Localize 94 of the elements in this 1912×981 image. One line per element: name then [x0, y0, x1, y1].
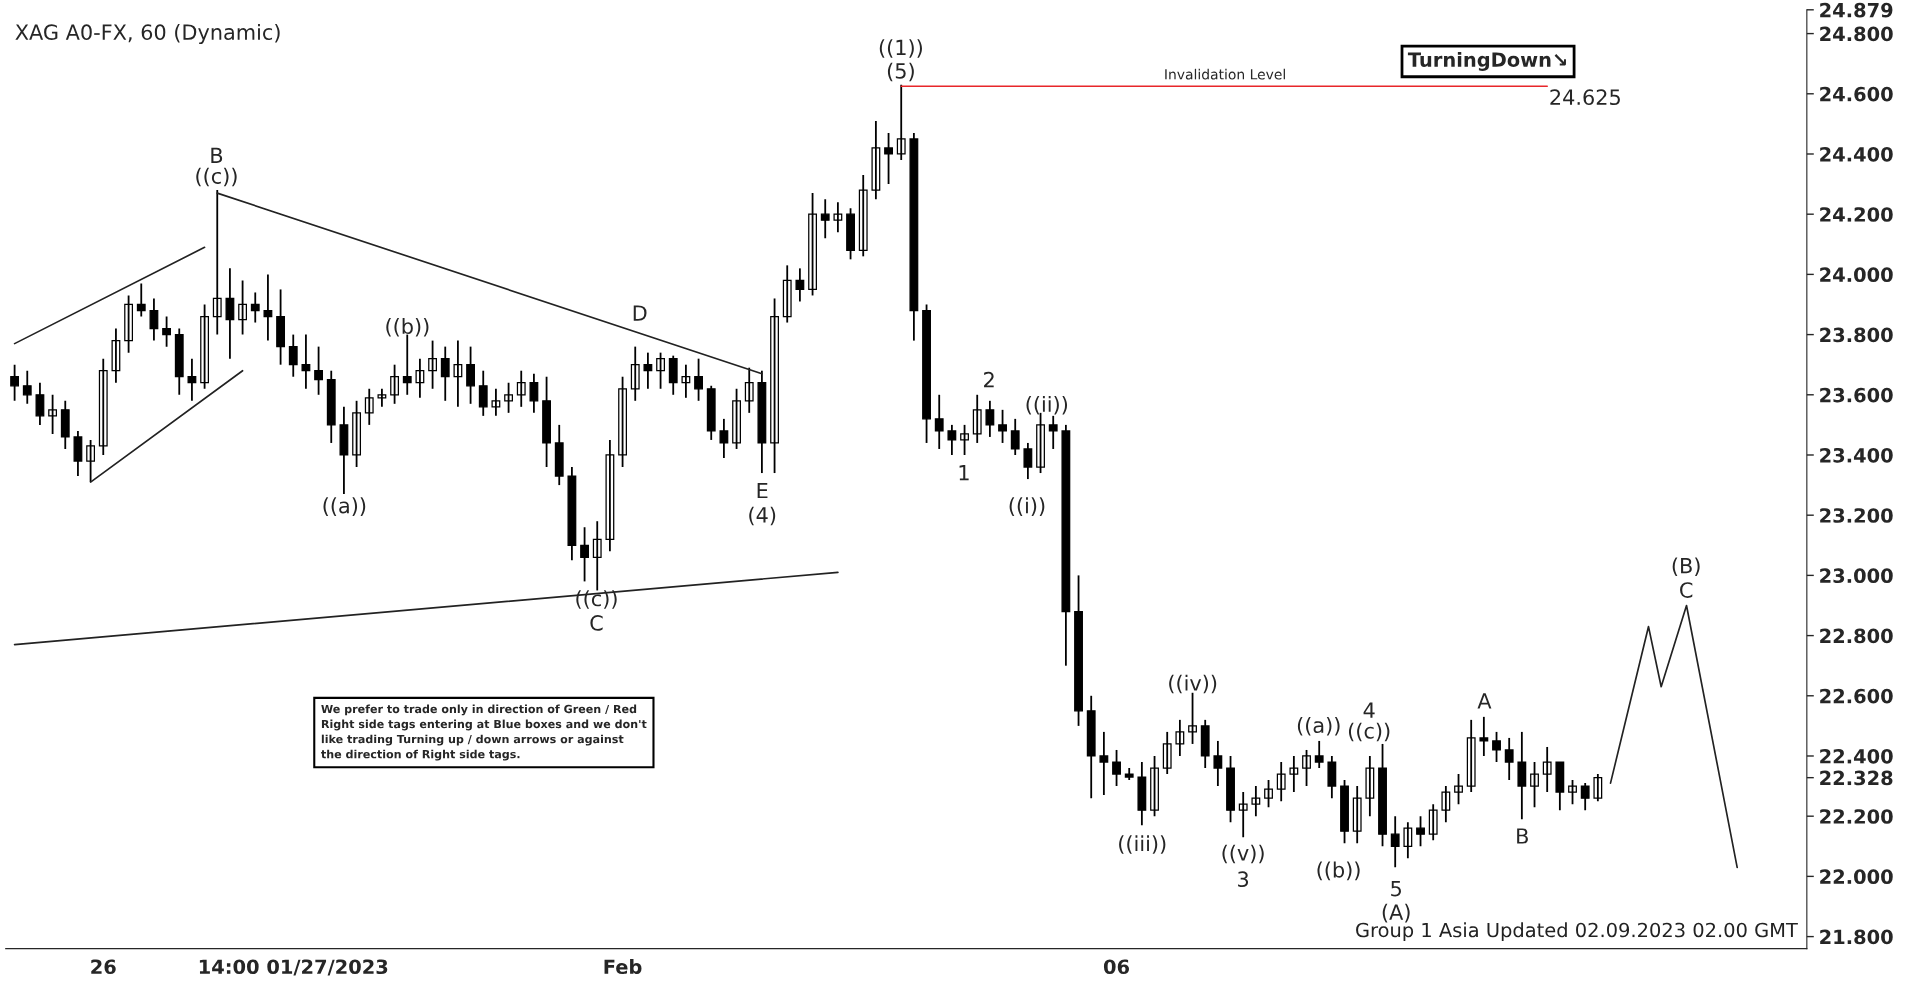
y-tick-label: 22.200: [1820, 809, 1893, 824]
y-tick-label: 22.800: [1820, 628, 1893, 644]
annotation: ((b)): [1317, 861, 1360, 881]
candlestick: [1150, 755, 1159, 818]
annotation: D: [633, 305, 647, 321]
candlestick: [732, 387, 741, 450]
annotation: (B): [1672, 557, 1700, 576]
y-tick-label: 24.400: [1820, 146, 1893, 162]
candlestick: [694, 357, 703, 402]
candlestick: [466, 345, 476, 405]
annotation: ((a)): [1297, 717, 1340, 736]
y-tick-label: 23.000: [1820, 568, 1893, 584]
candlestick: [1479, 715, 1489, 757]
annotation: E: [757, 482, 768, 499]
candlestick: [1530, 761, 1539, 809]
annotation: ((1)): [879, 39, 922, 58]
text: XAG A0-FX, 60 (Dynamic): [15, 23, 280, 45]
candlestick: [542, 375, 551, 468]
x-tick-label: Feb: [604, 959, 642, 975]
line-series: [1609, 604, 1739, 869]
annotation: ((i)): [1009, 497, 1045, 516]
y-tick-label: 23.600: [1820, 387, 1893, 403]
annotation: ((c)): [196, 167, 237, 187]
y-tick-label: 22.328: [1820, 770, 1893, 786]
candlestick: [1492, 731, 1501, 763]
y-tick-label: 24.800: [1820, 26, 1893, 42]
candlestick: [580, 526, 589, 583]
annotation: A: [1477, 693, 1492, 709]
candlestick: [1568, 779, 1577, 806]
candlestick: [276, 288, 286, 366]
annotation: 1: [959, 465, 969, 481]
candlestick: [428, 339, 438, 390]
annotation: We prefer to trade only in direction of Green / Red Right side tags entering at Blue boxes and we don't like trading Turning up / down arrows or against the direction of Right side tags.: [321, 704, 647, 761]
candlestick: [1454, 773, 1463, 806]
annotation: (A): [1382, 903, 1410, 923]
candlestick: [618, 375, 627, 468]
annotation: Invalidation Level: [1165, 68, 1285, 80]
y-tick-label: 23.400: [1820, 447, 1893, 463]
candlestick: [1124, 767, 1134, 781]
candlestick: [884, 132, 893, 185]
candlestick: [846, 207, 855, 261]
y-tick-label: 24.000: [1820, 267, 1893, 283]
candlestick: [1378, 743, 1387, 848]
y-tick-label: 22.000: [1820, 869, 1893, 885]
annotation: ((iii)): [1119, 835, 1166, 854]
annotation: TurningDown↘: [1407, 51, 1566, 71]
annotation: ((b)): [386, 317, 429, 337]
y-tick-label: 22.600: [1820, 688, 1893, 704]
candlestick: [1264, 779, 1273, 809]
candlestick: [1112, 749, 1121, 787]
y-tick-label: 24.879: [1820, 2, 1893, 18]
candlestick: [1340, 779, 1349, 845]
annotation: ((a)): [323, 497, 366, 516]
annotation: 3: [1238, 871, 1249, 888]
annotation: 5: [1391, 880, 1401, 897]
candlestick: [200, 303, 210, 390]
annotation: ((ii)): [1026, 395, 1068, 415]
candlestick: [1226, 755, 1235, 824]
y-tick-label: 22.400: [1820, 748, 1893, 764]
y-tick-label: 24.600: [1820, 86, 1893, 102]
y-tick-label: 23.200: [1820, 508, 1893, 523]
annotation: 4: [1363, 702, 1375, 718]
annotation: ((v)): [1222, 844, 1264, 864]
annotation: (5): [887, 62, 914, 82]
y-tick-label: 23.800: [1820, 327, 1893, 343]
candlestick: [1074, 574, 1083, 727]
candlestick: [998, 408, 1007, 444]
candlestick: [390, 363, 400, 405]
candlestick: [922, 303, 931, 444]
annotation: B: [211, 147, 223, 163]
x-tick-label: 14:00 01/27/2023: [199, 959, 388, 976]
y-tick-label: 21.800: [1820, 929, 1893, 945]
candlestick: [656, 351, 665, 390]
candlestick: [314, 345, 324, 396]
x-tick-label: 06: [1103, 959, 1130, 975]
annotation: 24.625: [1550, 89, 1620, 106]
candlestick: [124, 294, 134, 354]
annotation: C: [590, 615, 603, 631]
candlestick: [1302, 749, 1311, 787]
annotation: ((c)): [1348, 722, 1390, 742]
candlestick: [808, 192, 817, 297]
y-tick-label: 24.200: [1820, 207, 1893, 222]
x-tick-label: 26: [91, 959, 116, 975]
candlestick: [352, 399, 362, 468]
annotation: ((c)): [576, 590, 617, 609]
annotation: (4): [749, 506, 776, 526]
annotation: 2: [984, 371, 994, 388]
annotation: ((iv)): [1169, 674, 1217, 694]
annotation: Group 1 Asia Updated 02.09.2023 02.00 GMT: [1356, 922, 1798, 942]
candlestick: [960, 423, 969, 456]
annotation: B: [1517, 828, 1528, 844]
candlestick: [770, 297, 779, 474]
annotation: C: [1680, 582, 1693, 598]
candlestick: [238, 279, 248, 336]
